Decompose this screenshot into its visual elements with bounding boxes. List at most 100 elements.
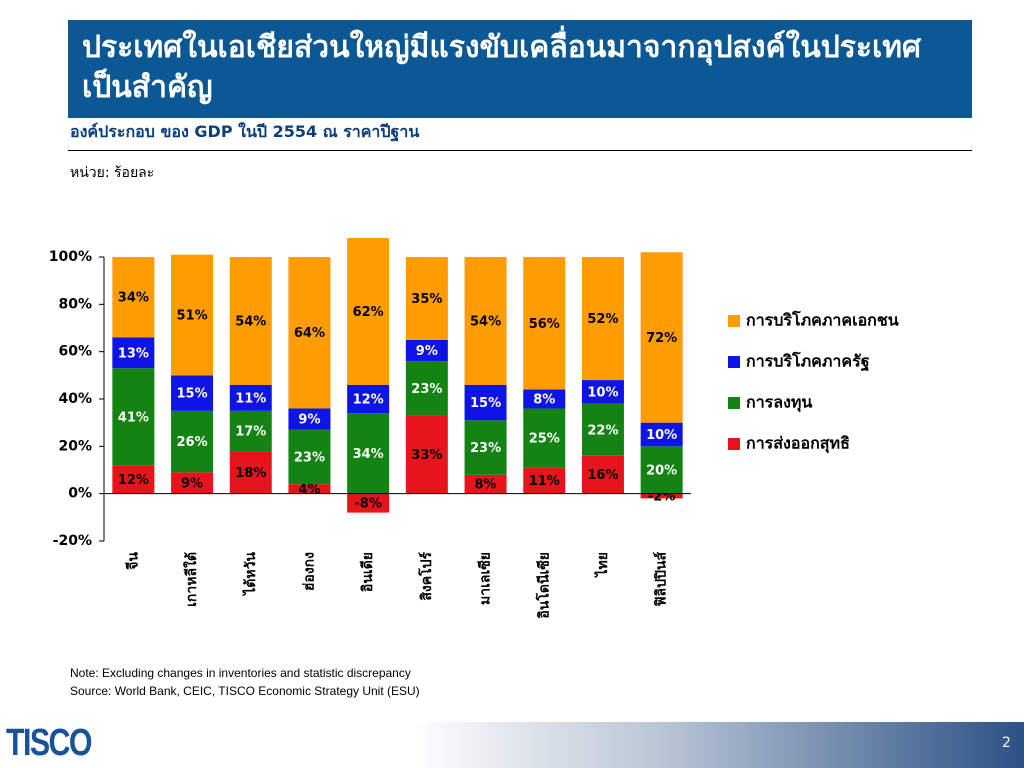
x-tick-label: มาเลเซีย bbox=[478, 552, 494, 605]
value-label: 13% bbox=[118, 346, 149, 361]
bar-segment bbox=[405, 415, 448, 494]
value-label: 34% bbox=[118, 291, 149, 306]
value-label: 23% bbox=[411, 382, 442, 397]
value-label: 12% bbox=[353, 393, 384, 408]
value-label: 22% bbox=[587, 423, 618, 438]
bar-segment bbox=[464, 474, 507, 494]
x-tick-label: อินเดีย bbox=[360, 552, 376, 593]
bar-segment bbox=[112, 465, 155, 494]
footer bbox=[0, 722, 1024, 768]
y-tick-label: -20% bbox=[53, 533, 92, 549]
bar-segment bbox=[171, 410, 214, 473]
x-tick-label: ฮ่องกง bbox=[301, 552, 317, 591]
y-tick-label: 80% bbox=[58, 296, 92, 312]
value-label: 25% bbox=[529, 432, 560, 447]
x-tick-label: สิงคโปร์ bbox=[417, 552, 435, 602]
bar-segment bbox=[640, 446, 683, 494]
bar-segment bbox=[112, 337, 155, 369]
value-label: 15% bbox=[176, 387, 207, 402]
value-label: 15% bbox=[470, 396, 501, 411]
value-label: -8% bbox=[354, 497, 381, 512]
legend-label: การลงทุน bbox=[746, 393, 812, 413]
value-label: 11% bbox=[529, 474, 560, 489]
bar-segment bbox=[112, 257, 155, 338]
x-tick-label: ไต้หวัน bbox=[241, 552, 259, 597]
slide-title: ประเทศในเอเชียส่วนใหญ่มีแรงขับเคลื่อนมาจ… bbox=[68, 20, 972, 118]
bar-segment bbox=[112, 368, 155, 466]
value-label: 62% bbox=[353, 305, 384, 320]
source: Source: World Bank, CEIC, TISCO Economic… bbox=[70, 684, 420, 698]
bar-segment bbox=[171, 472, 214, 494]
value-label: 12% bbox=[118, 473, 149, 488]
value-label: 64% bbox=[294, 326, 325, 341]
legend-label: การบริโภคภาคเอกชน bbox=[746, 310, 899, 330]
value-label: 4% bbox=[298, 482, 320, 497]
value-label: 9% bbox=[416, 344, 438, 359]
value-label: 16% bbox=[587, 468, 618, 483]
bar-segment bbox=[347, 493, 390, 513]
bar-segment bbox=[464, 420, 507, 475]
legend-label: การส่งออกสุทธิ bbox=[746, 434, 850, 454]
bar-segment bbox=[347, 384, 390, 414]
bar-segment bbox=[640, 252, 683, 423]
bar-segment bbox=[464, 384, 507, 421]
value-label: 35% bbox=[411, 292, 442, 307]
bar-segment bbox=[581, 257, 624, 381]
y-tick-label: 40% bbox=[58, 391, 92, 407]
y-tick-label: 60% bbox=[58, 344, 92, 360]
value-label: 18% bbox=[235, 466, 266, 481]
bar-segment bbox=[405, 257, 448, 340]
value-label: 9% bbox=[181, 477, 203, 492]
bar-segment bbox=[640, 493, 683, 499]
value-label: 72% bbox=[646, 331, 677, 346]
value-label: 51% bbox=[176, 308, 207, 323]
value-label: 10% bbox=[587, 385, 618, 400]
bar-segment bbox=[288, 484, 331, 494]
value-label: 34% bbox=[353, 447, 384, 462]
bar-segment bbox=[640, 422, 683, 447]
bar-segment bbox=[171, 254, 214, 376]
bar-segment bbox=[229, 410, 272, 452]
x-tick-label: อินโดนีเซีย bbox=[534, 552, 552, 619]
value-label: 26% bbox=[176, 435, 207, 450]
value-label: 54% bbox=[470, 314, 501, 329]
value-label: 10% bbox=[646, 428, 677, 443]
page-number: 2 bbox=[1002, 735, 1011, 751]
bar-segment bbox=[347, 238, 390, 385]
value-label: 41% bbox=[118, 410, 149, 425]
logo: TISCO bbox=[6, 722, 93, 764]
bar-segment bbox=[229, 384, 272, 411]
bar-segment bbox=[464, 257, 507, 385]
divider bbox=[68, 150, 972, 151]
value-label: 52% bbox=[587, 312, 618, 327]
bar-segment bbox=[581, 455, 624, 494]
value-label: 23% bbox=[470, 441, 501, 456]
value-label: 9% bbox=[298, 413, 320, 428]
bar-segment bbox=[288, 408, 331, 430]
value-label: 23% bbox=[294, 450, 325, 465]
bar-segment bbox=[405, 339, 448, 362]
value-label: 20% bbox=[646, 464, 677, 479]
y-tick-label: 100% bbox=[49, 249, 92, 265]
bar-segment bbox=[523, 408, 566, 468]
bar-segment bbox=[523, 389, 566, 409]
bar-segment bbox=[405, 361, 448, 416]
legend-swatch bbox=[728, 397, 740, 409]
legend-label: การบริโภคภาครัฐ bbox=[746, 351, 870, 372]
y-tick-label: 0% bbox=[68, 486, 92, 502]
value-label: 8% bbox=[533, 393, 555, 408]
bar-segment bbox=[523, 467, 566, 494]
bar-segment bbox=[581, 380, 624, 404]
bar-segment bbox=[581, 403, 624, 456]
bar-segment bbox=[523, 257, 566, 390]
x-tick-label: ไทย bbox=[593, 552, 611, 578]
chart-title: องค์ประกอบ ของ GDP ในปี 2554 ณ ราคาปีฐาน bbox=[70, 122, 420, 141]
unit-label: หน่วย: ร้อยละ bbox=[70, 165, 155, 181]
bar-segment bbox=[288, 257, 331, 409]
value-label: 17% bbox=[235, 424, 266, 439]
legend-swatch bbox=[728, 356, 740, 368]
bar-segment bbox=[288, 429, 331, 485]
legend-swatch bbox=[728, 315, 740, 327]
